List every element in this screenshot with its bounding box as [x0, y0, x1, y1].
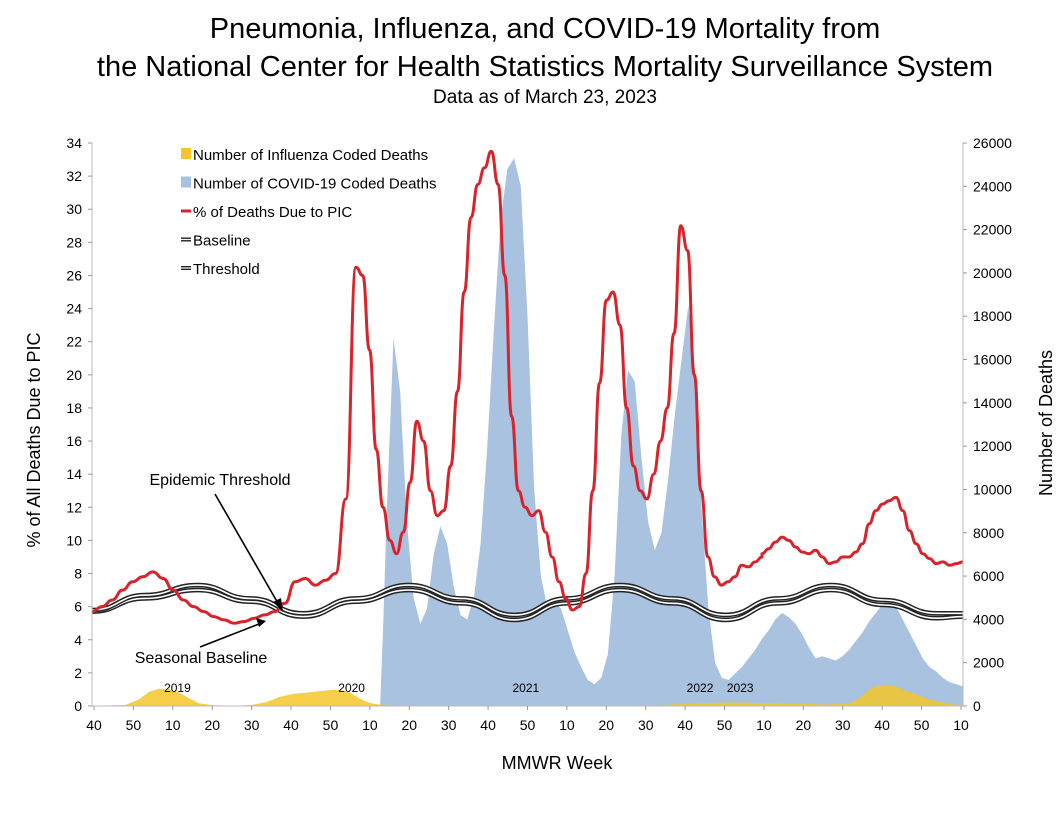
x-tick-label: 30: [638, 717, 654, 733]
chart-title: Pneumonia, Influenza, and COVID-19 Morta…: [97, 13, 993, 108]
x-tick-label: 50: [520, 717, 536, 733]
threshold-curve-inner: [91, 584, 963, 616]
legend-item-pic: % of Deaths Due to PIC: [181, 204, 352, 221]
covid-deaths-area: [380, 158, 964, 706]
x-tick-label: 10: [559, 717, 575, 733]
annotation-epidemic-threshold: Epidemic Threshold: [149, 472, 291, 612]
chart-title-line2: the National Center for Health Statistic…: [97, 51, 993, 83]
x-tick-label: 50: [914, 717, 930, 733]
right-tick-label: 14000: [973, 395, 1012, 411]
right-tick-label: 16000: [973, 352, 1012, 368]
left-tick-label: 28: [66, 234, 82, 250]
season-label: 2021: [512, 681, 539, 695]
right-tick-label: 8000: [973, 525, 1004, 541]
x-tick-label: 30: [441, 717, 457, 733]
legend-label-baseline: Baseline: [193, 233, 251, 250]
right-tick-label: 18000: [973, 308, 1012, 324]
y-axis-label-right: Number of Deaths: [1036, 350, 1056, 496]
x-tick-label: 40: [283, 717, 299, 733]
left-tick-label: 18: [66, 400, 82, 416]
legend-label-threshold: Threshold: [193, 261, 260, 278]
annotation-seasonal-baseline-arrow: [199, 623, 260, 648]
right-tick-label: 22000: [973, 222, 1012, 238]
x-tick-label: 50: [126, 717, 142, 733]
legend-swatch-covid: [181, 176, 191, 188]
annotation-epidemic-threshold-text: Epidemic Threshold: [149, 472, 290, 489]
legend-item-baseline: Baseline: [181, 233, 251, 250]
right-tick-label: 24000: [973, 178, 1012, 194]
left-tick-label: 4: [74, 632, 82, 648]
left-tick-label: 20: [66, 367, 82, 383]
x-tick-label: 40: [480, 717, 496, 733]
x-tick-label: 30: [244, 717, 260, 733]
right-tick-label: 12000: [973, 438, 1012, 454]
left-tick-label: 2: [74, 665, 82, 681]
x-tick-label: 10: [165, 717, 181, 733]
legend-label-flu: Number of Influenza Coded Deaths: [193, 147, 428, 164]
x-tick-label: 10: [362, 717, 378, 733]
x-tick-label: 20: [204, 717, 220, 733]
influenza-deaths-area: [92, 684, 963, 706]
season-label: 2020: [338, 681, 365, 695]
chart-legend: Number of Influenza Coded Deaths Number o…: [181, 147, 436, 278]
x-axis-label: MMWR Week: [502, 753, 614, 773]
season-label: 2023: [727, 681, 754, 695]
annotation-epidemic-threshold-arrow: [214, 493, 280, 606]
x-tick-label: 20: [401, 717, 417, 733]
baseline-curve-inner: [91, 589, 964, 621]
right-tick-label: 20000: [973, 265, 1012, 281]
left-tick-label: 12: [66, 499, 82, 515]
x-tick-label: 40: [874, 717, 890, 733]
right-tick-label: 6000: [973, 568, 1004, 584]
left-tick-label: 22: [66, 334, 82, 350]
left-tick-label: 30: [66, 201, 82, 217]
y-axis-label-left: % of All Deaths Due to PIC: [24, 332, 44, 547]
left-tick-label: 32: [66, 168, 82, 184]
legend-swatch-flu: [181, 148, 191, 159]
left-tick-label: 8: [74, 566, 82, 582]
legend-label-pic: % of Deaths Due to PIC: [193, 204, 352, 221]
x-axis: 40 50 10 20 30 40 50 10 20 30 40 50 10 20 30 40 50 10 20 30…: [86, 705, 969, 733]
legend-item-covid: Number of COVID-19 Coded Deaths: [181, 176, 436, 193]
legend-label-covid: Number of COVID-19 Coded Deaths: [193, 176, 436, 193]
chart-subtitle: Data as of March 23, 2023: [433, 87, 657, 108]
right-axis: 0 2000 4000 6000 8000 10000 12000 14000 16000 180…: [962, 135, 1012, 714]
x-tick-label: 30: [835, 717, 851, 733]
right-tick-label: 26000: [973, 135, 1012, 151]
right-tick-label: 2000: [973, 655, 1004, 671]
season-label: 2022: [687, 681, 714, 695]
left-tick-label: 14: [66, 466, 82, 482]
legend-item-threshold: Threshold: [181, 261, 260, 278]
annotation-seasonal-baseline: Seasonal Baseline: [135, 618, 268, 667]
left-tick-label: 6: [74, 599, 82, 615]
x-tick-label: 20: [599, 717, 615, 733]
annotation-seasonal-baseline-text: Seasonal Baseline: [135, 650, 268, 667]
x-tick-label: 20: [796, 717, 812, 733]
left-tick-label: 10: [66, 532, 82, 548]
annotation-epidemic-threshold-arrowhead: [273, 598, 283, 612]
x-tick-label: 50: [323, 717, 339, 733]
x-tick-label: 40: [677, 717, 693, 733]
right-tick-label: 0: [973, 698, 981, 714]
left-tick-label: 34: [66, 135, 82, 151]
left-tick-label: 16: [66, 433, 82, 449]
left-tick-label: 26: [66, 267, 82, 283]
left-tick-label: 24: [66, 301, 82, 317]
season-label: 2019: [164, 681, 191, 695]
pic-percent-line: [91, 149, 964, 625]
x-tick-label: 40: [86, 717, 102, 733]
annotation-seasonal-baseline-arrowhead: [256, 618, 266, 627]
x-tick-label: 10: [953, 717, 969, 733]
plot-area: 2019 2020 2021 2022 2023: [91, 149, 964, 706]
left-tick-label: 0: [74, 698, 82, 714]
x-tick-label: 50: [717, 717, 733, 733]
chart-title-line1: Pneumonia, Influenza, and COVID-19 Morta…: [210, 13, 881, 45]
x-tick-label: 10: [756, 717, 772, 733]
legend-item-flu: Number of Influenza Coded Deaths: [181, 147, 428, 164]
right-tick-label: 4000: [973, 611, 1004, 627]
right-tick-label: 10000: [973, 481, 1012, 497]
